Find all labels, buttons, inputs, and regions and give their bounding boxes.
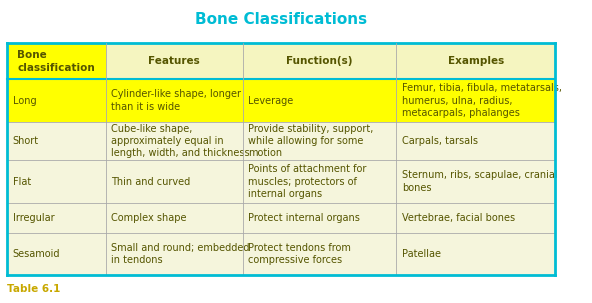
Text: Small and round; embedded
in tendons: Small and round; embedded in tendons bbox=[111, 243, 250, 265]
Bar bbox=[397, 79, 555, 122]
Text: Carpals, tarsals: Carpals, tarsals bbox=[402, 136, 478, 146]
Bar bbox=[243, 203, 397, 233]
Bar bbox=[106, 43, 243, 79]
Text: Thin and curved: Thin and curved bbox=[111, 177, 191, 187]
Text: Patellae: Patellae bbox=[402, 249, 441, 259]
Text: Protect tendons from
compressive forces: Protect tendons from compressive forces bbox=[249, 243, 351, 265]
Bar bbox=[106, 233, 243, 275]
Text: Protect internal organs: Protect internal organs bbox=[249, 213, 361, 223]
Text: Bone Classifications: Bone Classifications bbox=[195, 12, 367, 27]
Bar bbox=[7, 122, 106, 160]
Text: Cylinder-like shape, longer
than it is wide: Cylinder-like shape, longer than it is w… bbox=[111, 89, 242, 112]
Bar bbox=[7, 79, 106, 122]
Bar bbox=[243, 122, 397, 160]
Text: Bone
classification: Bone classification bbox=[18, 50, 95, 72]
Text: Cube-like shape,
approximately equal in
length, width, and thickness: Cube-like shape, approximately equal in … bbox=[111, 124, 250, 158]
Bar bbox=[397, 160, 555, 203]
Text: Short: Short bbox=[12, 136, 38, 146]
Bar bbox=[106, 160, 243, 203]
Bar bbox=[397, 233, 555, 275]
Bar bbox=[243, 160, 397, 203]
Text: Sternum, ribs, scapulae, cranial
bones: Sternum, ribs, scapulae, cranial bones bbox=[402, 170, 558, 193]
Text: Leverage: Leverage bbox=[249, 96, 294, 106]
Text: Provide stability, support,
while allowing for some
motion: Provide stability, support, while allowi… bbox=[249, 124, 374, 158]
Text: Irregular: Irregular bbox=[12, 213, 54, 223]
Text: Long: Long bbox=[12, 96, 36, 106]
Bar bbox=[106, 122, 243, 160]
Text: Sesamoid: Sesamoid bbox=[12, 249, 60, 259]
Bar bbox=[397, 43, 555, 79]
Text: Points of attachment for
muscles; protectors of
internal organs: Points of attachment for muscles; protec… bbox=[249, 164, 367, 199]
Bar bbox=[7, 43, 106, 79]
Text: Table 6.1: Table 6.1 bbox=[7, 284, 60, 294]
Bar bbox=[243, 43, 397, 79]
Bar bbox=[243, 233, 397, 275]
Bar bbox=[7, 233, 106, 275]
Bar bbox=[7, 203, 106, 233]
Bar bbox=[106, 203, 243, 233]
Text: Flat: Flat bbox=[12, 177, 31, 187]
Text: Complex shape: Complex shape bbox=[111, 213, 187, 223]
Text: Femur, tibia, fibula, metatarsals,
humerus, ulna, radius,
metacarpals, phalanges: Femur, tibia, fibula, metatarsals, humer… bbox=[402, 83, 562, 118]
Text: Function(s): Function(s) bbox=[287, 56, 353, 66]
Bar bbox=[7, 160, 106, 203]
Bar bbox=[397, 122, 555, 160]
Bar bbox=[243, 79, 397, 122]
Text: Examples: Examples bbox=[448, 56, 504, 66]
Text: Features: Features bbox=[149, 56, 200, 66]
Bar bbox=[397, 203, 555, 233]
Bar bbox=[106, 79, 243, 122]
Text: Vertebrae, facial bones: Vertebrae, facial bones bbox=[402, 213, 515, 223]
